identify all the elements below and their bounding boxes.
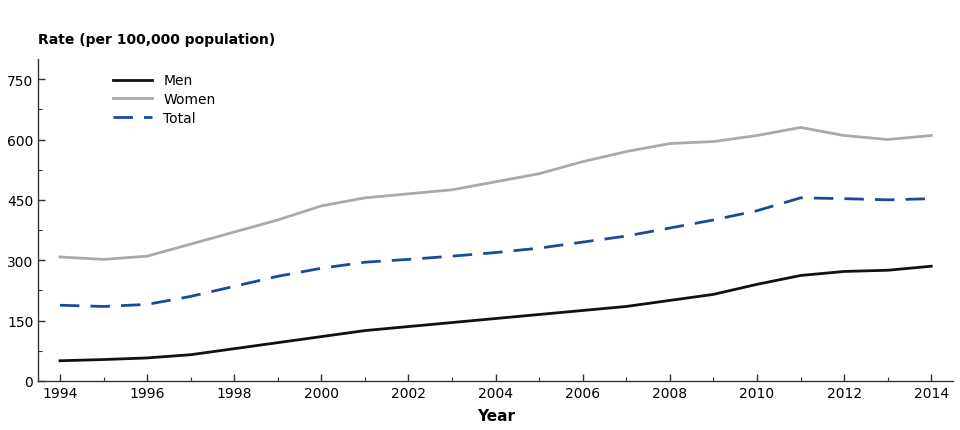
Men bbox=[185, 352, 197, 357]
Line: Men: Men bbox=[60, 267, 931, 361]
Women bbox=[141, 254, 153, 259]
Men bbox=[925, 264, 937, 269]
Total bbox=[577, 240, 588, 245]
Total bbox=[838, 197, 850, 202]
Total bbox=[925, 197, 937, 202]
Total bbox=[620, 234, 632, 239]
Men bbox=[490, 316, 501, 321]
Men bbox=[228, 346, 240, 351]
Total bbox=[141, 302, 153, 307]
Men bbox=[838, 269, 850, 274]
Total bbox=[708, 218, 719, 223]
Total bbox=[795, 196, 806, 201]
Men bbox=[98, 357, 109, 362]
Women bbox=[316, 204, 327, 209]
Men bbox=[141, 356, 153, 361]
Line: Total: Total bbox=[60, 198, 931, 307]
Women bbox=[664, 141, 676, 147]
Women bbox=[98, 257, 109, 262]
Men bbox=[882, 268, 894, 273]
Total bbox=[185, 294, 197, 299]
Total bbox=[359, 260, 371, 265]
Men bbox=[446, 320, 458, 326]
Total bbox=[98, 304, 109, 309]
Men bbox=[620, 304, 632, 309]
Men bbox=[708, 292, 719, 297]
Total bbox=[752, 209, 763, 214]
Total bbox=[228, 284, 240, 289]
Text: Rate (per 100,000 population): Rate (per 100,000 population) bbox=[38, 33, 276, 47]
Men bbox=[272, 340, 283, 345]
Total bbox=[316, 266, 327, 271]
Women bbox=[54, 255, 65, 260]
Men bbox=[664, 298, 676, 303]
Women bbox=[446, 188, 458, 193]
Women bbox=[577, 160, 588, 165]
Men bbox=[534, 312, 545, 317]
Women bbox=[925, 134, 937, 139]
Total bbox=[490, 250, 501, 255]
Women bbox=[882, 138, 894, 143]
Women bbox=[795, 126, 806, 131]
Women bbox=[620, 150, 632, 155]
Women bbox=[708, 140, 719, 145]
Women bbox=[534, 172, 545, 177]
Total bbox=[664, 226, 676, 231]
Women bbox=[490, 180, 501, 185]
Total bbox=[54, 303, 65, 308]
X-axis label: Year: Year bbox=[476, 408, 515, 423]
Total bbox=[446, 254, 458, 259]
Total bbox=[882, 198, 894, 203]
Men bbox=[54, 358, 65, 363]
Women bbox=[185, 242, 197, 247]
Men bbox=[359, 328, 371, 333]
Total bbox=[272, 274, 283, 279]
Women bbox=[272, 218, 283, 223]
Women bbox=[838, 134, 850, 139]
Men bbox=[577, 308, 588, 313]
Line: Women: Women bbox=[60, 128, 931, 260]
Men bbox=[752, 282, 763, 287]
Men bbox=[795, 273, 806, 278]
Legend: Men, Women, Total: Men, Women, Total bbox=[109, 70, 220, 130]
Total bbox=[403, 257, 415, 262]
Men bbox=[403, 324, 415, 329]
Women bbox=[403, 192, 415, 197]
Total bbox=[534, 246, 545, 251]
Women bbox=[228, 230, 240, 235]
Men bbox=[316, 334, 327, 339]
Women bbox=[359, 196, 371, 201]
Women bbox=[752, 134, 763, 139]
